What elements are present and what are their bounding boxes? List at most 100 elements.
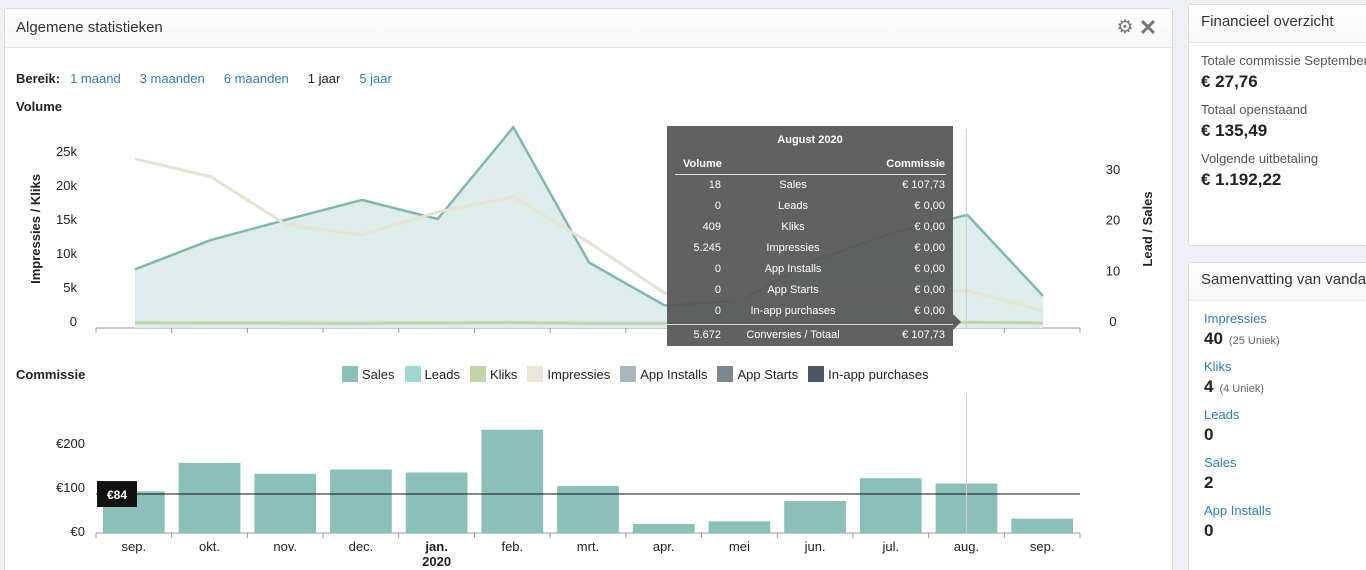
tooltip-row: 0 In-app purchases € 0,00: [667, 301, 953, 322]
summary-item-value: 4 (4 Uniek): [1204, 377, 1362, 397]
summary-item-value: 2: [1204, 473, 1362, 493]
legend-item-label: In-app purchases: [828, 366, 929, 382]
x-axis-tick-label: mei: [729, 539, 750, 554]
y-axis-tick-label: 5k: [63, 280, 77, 295]
summary-item-value: 40 (25 Uniek): [1204, 329, 1362, 349]
summary-unique-count: (25 Uniek): [1228, 335, 1280, 347]
summary-item-value: 0: [1204, 425, 1362, 445]
commission-bar: [632, 523, 695, 533]
x-axis-tick-label: nov.: [273, 539, 297, 554]
summary-item: Impressies 40 (25 Uniek): [1189, 311, 1366, 349]
range-6-months[interactable]: 6 maanden: [223, 71, 289, 86]
tooltip-row-commission: € 107,73: [902, 179, 945, 191]
commission-bar: [405, 472, 468, 533]
legend-item[interactable]: App Installs: [620, 366, 707, 382]
today-summary-panel: Samenvatting van vandaag Impressies 40 (25…: [1188, 262, 1366, 570]
x-axis-year-label: 2020: [422, 554, 451, 569]
y-axis-tick-label: €0: [71, 524, 85, 539]
commission-bar: [1011, 518, 1073, 533]
tooltip-row-volume: 0: [714, 284, 721, 296]
legend-item[interactable]: Impressies: [527, 366, 610, 382]
range-label: Bereik:: [16, 71, 61, 86]
x-axis-tick-label: mrt.: [577, 539, 599, 554]
volume-chart[interactable]: 0 5k 10k 15k 20k 25k 0 10 20 30 Impressies / Kliks…: [5, 109, 1172, 339]
panel-header: Algemene statistieken ⚙ ✕: [5, 9, 1172, 48]
y2-axis-title: Lead / Sales: [1140, 191, 1155, 266]
summary-value-number: 0: [1204, 425, 1214, 444]
range-3-months[interactable]: 3 maanden: [139, 71, 205, 86]
chart-tooltip: August 2020 Volume Commissie 18 Sales € 10…: [667, 126, 961, 346]
financial-title: Financieel overzicht: [1189, 5, 1366, 43]
tooltip-row-commission: € 0,00: [914, 221, 945, 233]
tooltip-row-name: Impressies: [766, 242, 820, 254]
y-axis-tick-label: 0: [70, 314, 77, 329]
legend-item-label: Kliks: [489, 366, 518, 382]
tooltip-row-volume: 5.245: [693, 242, 721, 254]
legend-item-label: App Starts: [737, 366, 799, 382]
legend-swatch: [469, 366, 486, 382]
summary-item-link[interactable]: Kliks: [1204, 359, 1232, 374]
legend-item-label: Leads: [424, 366, 460, 382]
legend-item-label: Impressies: [547, 366, 611, 382]
legend-swatch: [808, 366, 825, 382]
tooltip-row-name: Kliks: [781, 221, 805, 233]
commission-chart[interactable]: sep. okt. nov. dec. jan. feb. mrt. apr. mei jun. j…: [5, 394, 1172, 570]
financial-item-value: € 1.192,22: [1201, 170, 1282, 189]
summary-item-link[interactable]: Leads: [1204, 407, 1240, 422]
legend-swatch: [620, 366, 637, 382]
y2-axis-tick-label: 0: [1109, 314, 1116, 329]
tooltip-row: 5.245 Impressies € 0,00: [667, 238, 953, 259]
tooltip-row: 18 Sales € 107,73: [667, 175, 953, 196]
financial-item-label: Totale commissie September: [1201, 53, 1366, 68]
summary-item-link[interactable]: Impressies: [1204, 311, 1267, 326]
tooltip-row-name: In-app purchases: [750, 305, 836, 317]
tooltip-row-volume: 0: [714, 263, 721, 275]
gear-icon[interactable]: ⚙: [1116, 17, 1134, 38]
summary-item-link[interactable]: App Installs: [1204, 503, 1272, 518]
y2-axis-tick-label: 10: [1106, 263, 1120, 278]
legend-item-label: App Installs: [640, 366, 708, 382]
tooltip-header: Volume Commissie: [667, 154, 953, 174]
legend-swatch: [527, 366, 544, 382]
commission-bar: [330, 469, 392, 533]
summary-item: Kliks 4 (4 Uniek): [1189, 359, 1366, 397]
financial-overview-panel: Financieel overzicht Totale commissie Se…: [1188, 4, 1366, 246]
legend-item[interactable]: Sales: [342, 366, 395, 382]
legend-item[interactable]: Kliks: [469, 366, 518, 382]
x-axis-tick-label: jun.: [804, 539, 826, 554]
summary-item-link[interactable]: Sales: [1204, 455, 1237, 470]
range-1-year[interactable]: 1 jaar: [307, 71, 341, 86]
tooltip-row-commission: € 0,00: [914, 284, 945, 296]
summary-value-number: 2: [1204, 473, 1214, 492]
average-badge: [97, 481, 137, 508]
chart-legend: Sales Leads Kliks Impressies App Installs App…: [342, 366, 939, 382]
summary-item-value: 0: [1204, 521, 1362, 541]
close-icon[interactable]: ✕: [1138, 15, 1158, 40]
y-axis-tick-label: 15k: [56, 212, 77, 227]
y2-axis-tick-label: 20: [1106, 213, 1120, 228]
legend-swatch: [404, 366, 421, 382]
x-axis-tick-label: feb.: [501, 539, 523, 554]
tooltip-row-commission: € 0,00: [914, 305, 945, 317]
tooltip-total-commission: € 107,73: [902, 329, 945, 341]
legend-item[interactable]: In-app purchases: [808, 366, 929, 382]
x-axis-tick-label: jul.: [881, 539, 899, 554]
summary-value-number: 40: [1204, 329, 1223, 348]
tooltip-row-volume: 0: [714, 305, 721, 317]
y2-axis-tick-label: 30: [1106, 162, 1120, 177]
y-axis-tick-label: 10k: [56, 246, 77, 261]
commission-label: Commissie: [16, 367, 86, 382]
legend-item[interactable]: App Starts: [717, 366, 798, 382]
x-axis-tick-label: aug.: [954, 539, 979, 554]
financial-item: Totaal openstaand € 135,49: [1189, 102, 1366, 141]
legend-item[interactable]: Leads: [404, 366, 460, 382]
summary-value-number: 0: [1204, 521, 1214, 540]
summary-value-number: 4: [1204, 377, 1214, 396]
financial-item-value: € 135,49: [1201, 121, 1268, 140]
x-axis-tick-label: apr.: [653, 539, 675, 554]
financial-item-label: Totaal openstaand: [1201, 102, 1308, 117]
range-5-years[interactable]: 5 jaar: [359, 71, 392, 86]
range-1-month[interactable]: 1 maand: [70, 71, 121, 86]
average-label: €84: [107, 488, 127, 502]
tooltip-row-commission: € 0,00: [914, 263, 945, 275]
